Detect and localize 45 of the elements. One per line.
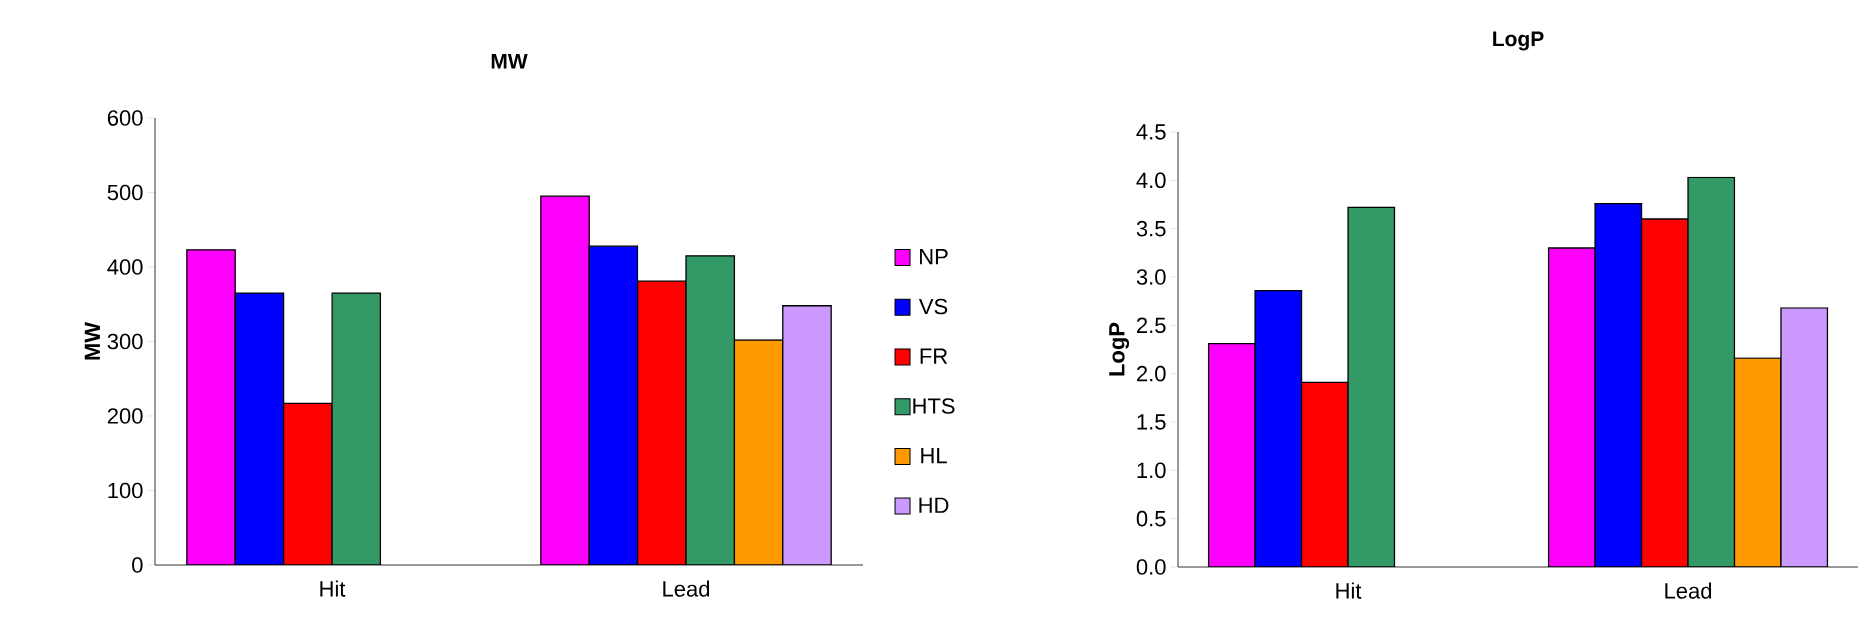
y-tick-label: 0.5	[1136, 510, 1166, 527]
bar	[1594, 202, 1643, 567]
bar	[1300, 381, 1349, 567]
x-tick-label: Hit	[320, 580, 346, 597]
bar	[1254, 289, 1303, 567]
bar	[1640, 218, 1689, 567]
bar	[331, 292, 382, 565]
legend-label: HTS	[913, 398, 955, 414]
legend-label: NP	[920, 249, 948, 265]
y-tick-label: 1.5	[1137, 414, 1166, 430]
y-axis-title: MW	[84, 321, 100, 360]
bar	[540, 195, 590, 565]
y-tick-label: 4.0	[1136, 172, 1166, 189]
y-tick-label: 2.5	[1137, 317, 1166, 334]
y-axis-title: LogP	[1109, 322, 1130, 376]
legend-label: HD	[919, 497, 949, 513]
y-tick-label: 1.0	[1137, 462, 1166, 479]
chart-title: LogP	[1493, 31, 1544, 51]
y-tick-label: 200	[107, 408, 143, 424]
bar	[685, 255, 736, 565]
bar	[1547, 247, 1596, 567]
x-tick-label: Lead	[1665, 582, 1712, 599]
bar	[282, 402, 333, 565]
bar	[234, 292, 285, 565]
legend-label: FR	[920, 348, 948, 364]
bar	[186, 249, 236, 565]
y-tick-label: 400	[107, 259, 143, 275]
legend-label: VS	[918, 298, 948, 315]
legend-label: HL	[921, 448, 947, 464]
x-tick-label: Hit	[1336, 582, 1362, 599]
y-tick-label: 0	[132, 557, 143, 573]
y-tick-label: 600	[107, 110, 143, 126]
y-tick-label: 4.5	[1136, 124, 1166, 140]
y-tick-label: 500	[107, 184, 143, 201]
bar	[636, 280, 687, 565]
y-tick-label: 3.5	[1136, 220, 1166, 237]
y-tick-label: 2.0	[1137, 365, 1166, 382]
bar	[1207, 343, 1256, 567]
y-tick-label: 300	[107, 333, 143, 350]
y-tick-label: 3.0	[1136, 269, 1166, 285]
x-tick-label: Lead	[663, 580, 710, 597]
y-tick-label: 100	[108, 482, 143, 499]
chart-title: MW	[491, 54, 528, 69]
y-tick-label: 0.0	[1136, 559, 1166, 575]
bar	[588, 245, 639, 565]
